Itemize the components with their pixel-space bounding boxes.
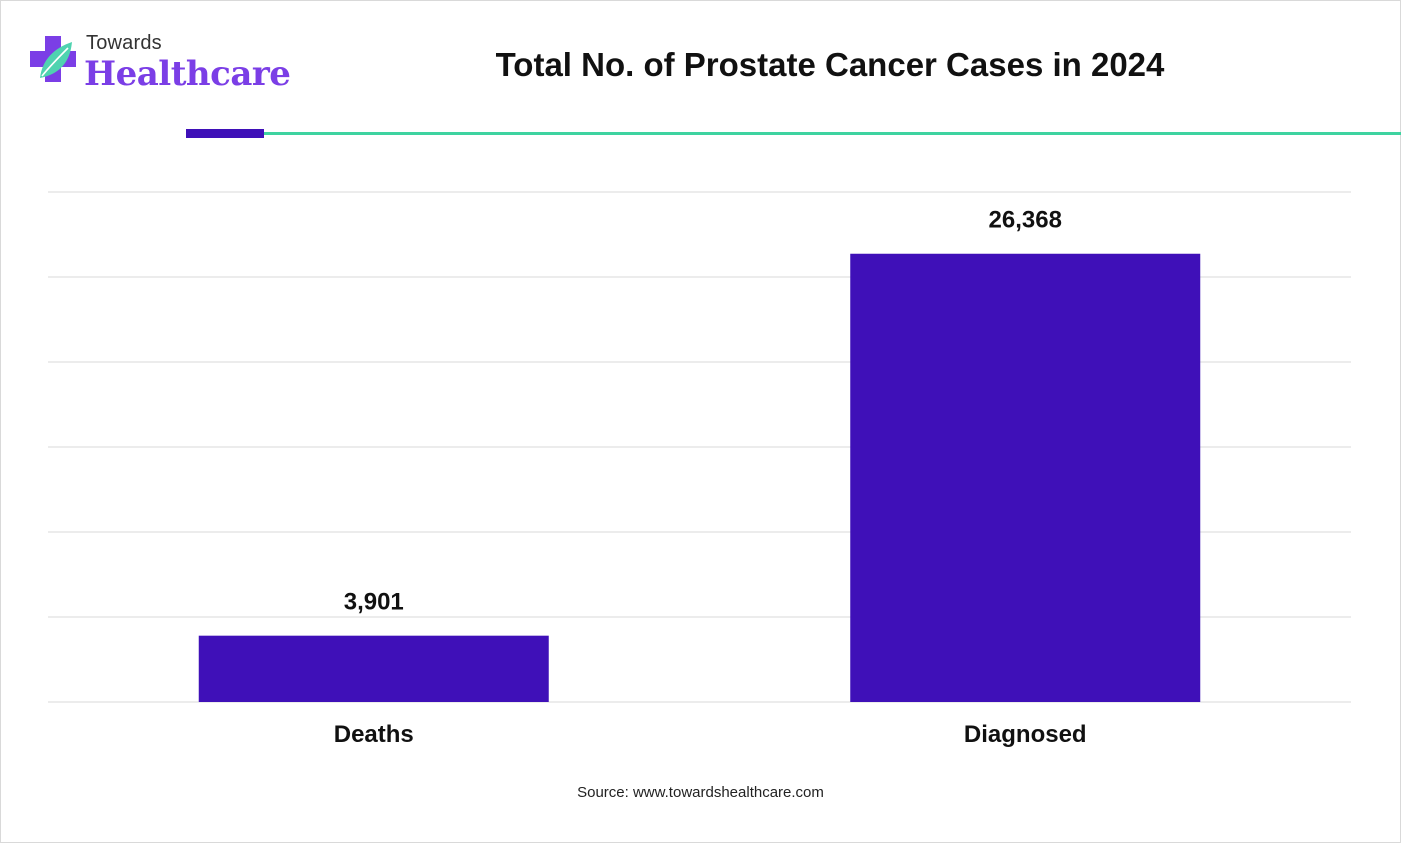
chart-title: Total No. of Prostate Cancer Cases in 20… xyxy=(495,46,1165,83)
bars xyxy=(198,253,1201,702)
brand-name-bottom: Healthcare xyxy=(84,54,291,94)
source-note: Source: www.towardshealthcare.com xyxy=(577,784,824,801)
title-divider-line xyxy=(264,132,1401,135)
data-label: 26,368 xyxy=(989,207,1062,234)
data-label: 3,901 xyxy=(344,589,404,616)
bar-deaths xyxy=(198,635,549,702)
category-label: Deaths xyxy=(334,721,414,748)
category-label: Diagnosed xyxy=(964,721,1087,748)
brand-name-top: Towards xyxy=(86,32,162,54)
labels: 3,901 Deaths 26,368 Diagnosed xyxy=(334,207,1087,748)
gridlines xyxy=(48,191,1351,703)
title-divider-accent xyxy=(186,129,264,138)
brand-logo: Towards Healthcare xyxy=(28,30,291,100)
medical-cross-leaf-icon xyxy=(30,36,76,82)
bar-diagnosed xyxy=(850,253,1201,702)
